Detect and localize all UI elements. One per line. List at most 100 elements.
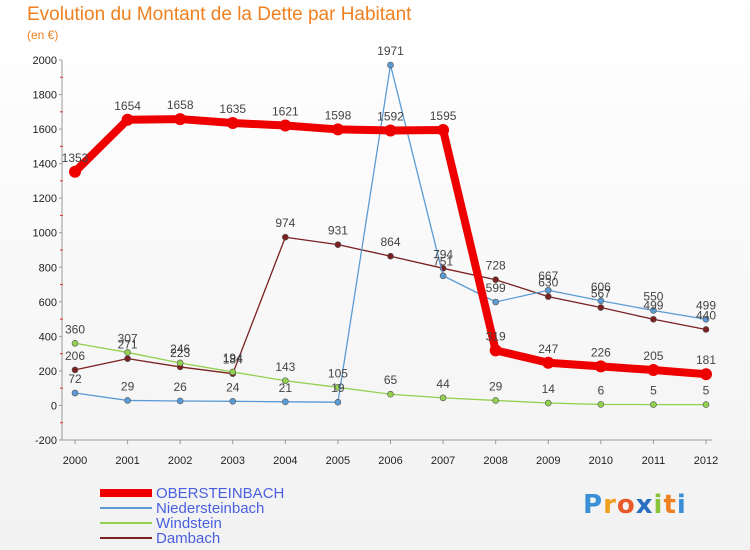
data-point xyxy=(71,339,79,347)
data-label: 271 xyxy=(118,338,138,352)
data-point xyxy=(439,272,447,280)
data-point xyxy=(71,366,79,374)
data-point xyxy=(174,113,187,126)
x-tick-label: 2008 xyxy=(483,455,507,467)
data-label: 931 xyxy=(328,224,348,238)
data-label: 550 xyxy=(643,289,663,303)
data-label: 1595 xyxy=(430,109,457,123)
legend-item: Niedersteinbach xyxy=(100,499,265,517)
data-point xyxy=(492,298,499,306)
legend-item: OBERSTEINBACH xyxy=(100,485,284,502)
data-label: 1654 xyxy=(114,99,141,113)
legend-swatch xyxy=(100,522,152,524)
data-point xyxy=(439,394,447,402)
data-label: 499 xyxy=(696,298,716,312)
x-tick-label: 2002 xyxy=(168,455,192,467)
data-label: 1353 xyxy=(62,151,89,165)
x-tick-label: 2006 xyxy=(378,455,402,467)
data-label: 6 xyxy=(597,383,604,397)
data-point xyxy=(492,276,499,284)
data-label: 246 xyxy=(170,342,190,356)
data-point xyxy=(597,401,605,408)
data-label: 21 xyxy=(279,381,293,395)
data-label: 206 xyxy=(65,349,85,363)
data-point xyxy=(384,124,397,137)
data-label: 5 xyxy=(703,384,710,398)
data-label: 606 xyxy=(591,280,611,294)
x-tick-label: 2003 xyxy=(221,455,245,467)
logo-letter: P xyxy=(583,490,604,520)
data-point xyxy=(647,364,660,377)
data-label: 5 xyxy=(650,384,657,398)
data-label: 72 xyxy=(68,372,82,386)
proxiti-logo: Proxiti xyxy=(583,490,687,520)
x-tick-label: 2009 xyxy=(536,455,560,467)
x-tick-label: 2001 xyxy=(115,455,139,467)
data-point xyxy=(124,349,131,356)
data-point xyxy=(387,390,394,398)
chart-title: Evolution du Montant de la Dette par Hab… xyxy=(27,4,412,25)
y-tick-label: 2000 xyxy=(33,55,57,67)
data-label: 751 xyxy=(433,255,453,269)
data-label: 599 xyxy=(486,281,506,295)
data-point xyxy=(492,397,499,404)
data-point xyxy=(124,355,131,362)
data-label: 728 xyxy=(486,259,506,273)
data-label: 65 xyxy=(384,373,398,387)
data-point xyxy=(331,123,344,136)
data-label: 143 xyxy=(275,360,295,374)
y-tick-label: 1000 xyxy=(33,228,57,240)
data-point xyxy=(597,297,605,305)
data-label: 26 xyxy=(173,380,187,394)
data-point xyxy=(334,241,342,248)
data-point xyxy=(489,344,502,357)
logo-letter: t xyxy=(663,490,677,520)
data-point xyxy=(124,397,131,404)
data-point xyxy=(282,377,289,385)
data-label: 1598 xyxy=(325,108,352,122)
legend-label: Windstein xyxy=(156,514,222,532)
data-label: 307 xyxy=(118,331,138,345)
y-tick-label: 400 xyxy=(39,331,57,343)
data-label: 1592 xyxy=(377,109,404,123)
data-label: 1635 xyxy=(219,102,246,116)
data-point xyxy=(702,326,710,333)
data-label: 29 xyxy=(121,379,135,393)
data-point xyxy=(544,293,552,300)
axes: -200 0 200 400 600 800 1000 1200 1400 1600 1800 200… xyxy=(33,55,719,467)
data-label: 205 xyxy=(643,349,663,363)
data-point xyxy=(226,117,239,130)
data-label: 181 xyxy=(696,353,716,367)
y-tick-label: 1800 xyxy=(33,90,57,102)
data-point xyxy=(71,389,79,397)
data-point xyxy=(700,368,712,381)
data-point xyxy=(387,252,394,260)
data-label: 223 xyxy=(170,346,190,360)
logo-letter: i xyxy=(653,490,664,520)
data-point xyxy=(282,398,289,406)
data-label: 184 xyxy=(223,353,243,367)
data-label: 14 xyxy=(542,382,556,396)
data-label: 105 xyxy=(328,366,348,380)
data-point xyxy=(176,359,184,367)
data-point xyxy=(279,119,292,132)
logo-letter: i xyxy=(676,490,687,520)
data-point xyxy=(334,398,342,406)
x-tick-label: 2010 xyxy=(589,455,613,467)
legend-swatch xyxy=(100,507,152,509)
x-tick-label: 2004 xyxy=(273,455,297,467)
data-point xyxy=(597,304,605,311)
data-label: 29 xyxy=(489,379,503,393)
legend-label: Niedersteinbach xyxy=(156,499,265,517)
data-point xyxy=(650,307,657,314)
data-point xyxy=(702,401,710,408)
data-point xyxy=(282,233,289,241)
legend-item: Dambach xyxy=(100,530,220,547)
y-tick-label: 800 xyxy=(39,262,57,274)
logo-letter: o xyxy=(616,490,636,520)
legend-swatch xyxy=(100,489,152,497)
data-label: 864 xyxy=(380,235,400,249)
y-tick-label: 600 xyxy=(39,297,57,309)
data-point xyxy=(594,360,607,373)
